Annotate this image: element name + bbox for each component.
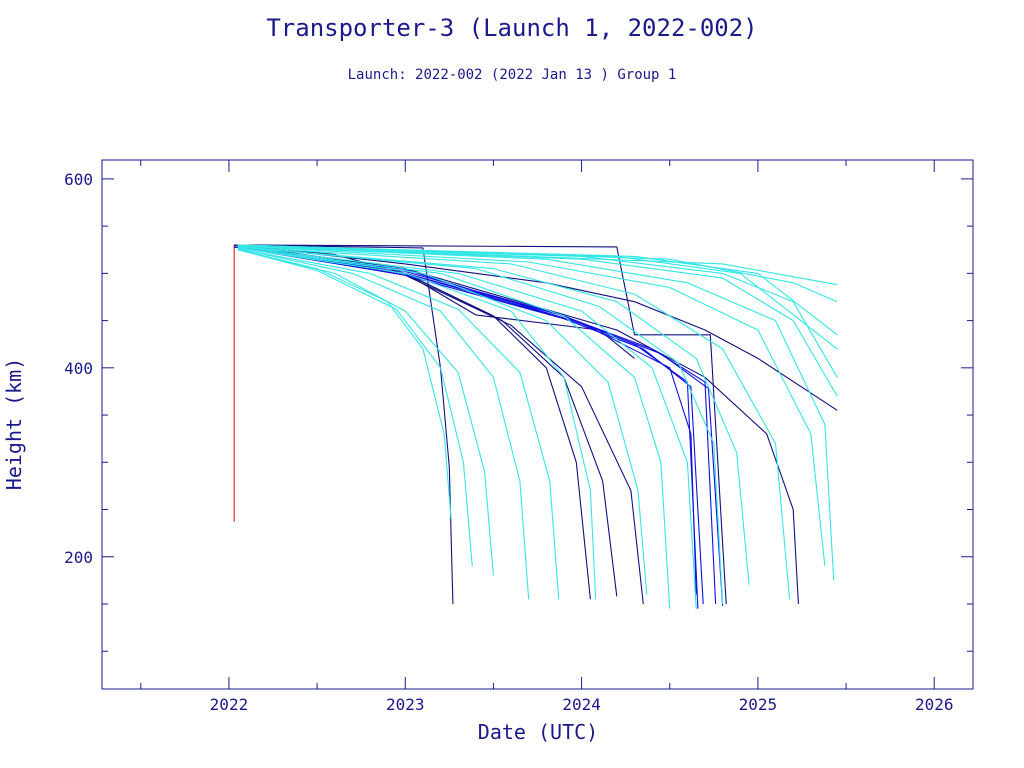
series-line-23 bbox=[237, 246, 697, 609]
chart-title: Transporter-3 (Launch 1, 2022-002) bbox=[266, 14, 758, 42]
x-tick-label: 2026 bbox=[915, 695, 954, 714]
y-tick-label: 200 bbox=[64, 548, 93, 567]
series-line-22 bbox=[237, 247, 671, 609]
y-tick-label: 600 bbox=[64, 170, 93, 189]
series-line-32 bbox=[237, 244, 838, 336]
series-line-11 bbox=[234, 246, 704, 605]
series-line-8 bbox=[234, 244, 618, 597]
y-axis-label: Height (km) bbox=[2, 358, 26, 490]
series-line-10 bbox=[234, 246, 699, 609]
series-line-33 bbox=[237, 244, 838, 303]
x-tick-label: 2024 bbox=[562, 695, 601, 714]
y-tick-label: 400 bbox=[64, 359, 93, 378]
series-line-5 bbox=[234, 244, 838, 411]
series-line-27 bbox=[237, 245, 826, 567]
series-line-29 bbox=[237, 245, 838, 397]
series-line-6 bbox=[234, 244, 799, 605]
series-line-19 bbox=[237, 248, 560, 600]
tick-layer: 2022 2023 2024 2025 2026 200 400 600 bbox=[64, 160, 973, 714]
series-line-7 bbox=[234, 244, 591, 600]
x-axis-label: Date (UTC) bbox=[478, 720, 598, 744]
x-tick-label: 2025 bbox=[739, 695, 778, 714]
series-layer bbox=[233, 244, 838, 609]
series-line-18 bbox=[237, 248, 530, 600]
series-line-24 bbox=[237, 246, 724, 605]
x-tick-label: 2023 bbox=[386, 695, 425, 714]
chart-subtitle: Launch: 2022-002 (2022 Jan 13 ) Group 1 bbox=[347, 67, 677, 83]
plot-frame bbox=[101, 159, 974, 690]
series-line-25 bbox=[237, 246, 750, 586]
x-tick-label: 2022 bbox=[210, 695, 249, 714]
series-line-2 bbox=[234, 244, 727, 605]
series-line-26 bbox=[237, 246, 791, 600]
series-line-3 bbox=[234, 244, 454, 605]
series-line-4 bbox=[234, 244, 635, 359]
series-line-34 bbox=[237, 244, 838, 286]
series-line-15 bbox=[237, 249, 452, 520]
series-line-28 bbox=[237, 245, 835, 581]
series-line-16 bbox=[237, 249, 473, 567]
series-line-21 bbox=[237, 247, 648, 595]
series-line-20 bbox=[237, 247, 597, 600]
series-line-17 bbox=[237, 249, 494, 576]
